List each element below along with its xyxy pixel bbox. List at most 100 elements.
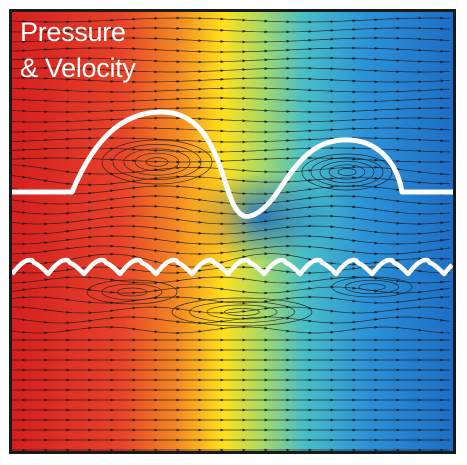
- velocity-arrow: [264, 219, 269, 223]
- velocity-arrow: [308, 348, 313, 352]
- velocity-arrow: [44, 296, 49, 299]
- velocity-arrow: [308, 378, 313, 382]
- velocity-arrow: [198, 297, 203, 301]
- velocity-arrow: [44, 438, 49, 442]
- velocity-arrow: [132, 36, 137, 40]
- velocity-arrow: [264, 170, 269, 174]
- velocity-arrow: [308, 88, 313, 92]
- velocity-arrow: [308, 448, 313, 451]
- vortex-ring: [123, 148, 191, 176]
- velocity-arrow: [198, 150, 203, 154]
- velocity-arrow: [66, 268, 71, 272]
- velocity-arrow: [110, 398, 115, 402]
- velocity-arrow: [308, 234, 313, 238]
- velocity-arrow: [352, 127, 357, 131]
- vortex-ring: [189, 301, 295, 323]
- velocity-arrow: [110, 90, 115, 94]
- velocity-arrow: [440, 378, 445, 382]
- velocity-arrow: [374, 230, 379, 234]
- velocity-arrow: [220, 60, 225, 64]
- velocity-arrow: [286, 418, 291, 422]
- velocity-arrow: [22, 200, 27, 203]
- velocity-arrow: [110, 428, 115, 432]
- velocity-arrow: [330, 236, 335, 240]
- velocity-arrow: [308, 77, 313, 81]
- velocity-arrow: [22, 428, 27, 432]
- velocity-arrow: [198, 388, 203, 392]
- velocity-arrow: [374, 261, 379, 264]
- velocity-arrow: [198, 209, 203, 213]
- velocity-arrow: [418, 269, 423, 273]
- velocity-arrow: [220, 348, 225, 352]
- velocity-arrow: [374, 368, 379, 372]
- velocity-arrow: [22, 40, 27, 44]
- velocity-arrow: [176, 251, 181, 255]
- velocity-arrow: [352, 90, 357, 94]
- velocity-arrow: [220, 28, 225, 32]
- velocity-arrow: [176, 116, 181, 120]
- velocity-arrow: [132, 235, 137, 239]
- velocity-arrow: [44, 129, 49, 133]
- velocity-arrow: [22, 408, 27, 412]
- velocity-arrow: [418, 348, 423, 352]
- velocity-arrow: [66, 47, 71, 50]
- velocity-arrow: [22, 120, 27, 124]
- vortex-ring: [86, 279, 178, 305]
- velocity-arrow: [242, 222, 247, 225]
- velocity-arrow: [418, 328, 423, 332]
- velocity-arrow: [396, 408, 401, 412]
- velocity-arrow: [154, 194, 159, 198]
- velocity-arrow: [440, 295, 445, 299]
- velocity-arrow: [264, 408, 269, 412]
- velocity-arrow: [242, 192, 247, 195]
- velocity-arrow: [22, 130, 27, 134]
- velocity-arrow: [242, 68, 247, 71]
- velocity-arrow: [242, 18, 247, 22]
- velocity-arrow: [352, 388, 357, 392]
- velocity-arrow: [374, 408, 379, 412]
- velocity-arrow: [176, 358, 181, 362]
- velocity-arrow: [22, 448, 27, 451]
- velocity-arrow: [220, 251, 225, 255]
- velocity-arrow: [308, 110, 313, 114]
- velocity-arrow: [308, 169, 313, 172]
- velocity-arrow: [176, 286, 181, 290]
- velocity-arrow: [132, 327, 137, 331]
- velocity-arrow: [396, 47, 401, 51]
- velocity-arrow: [44, 368, 49, 372]
- velocity-arrow: [264, 280, 269, 284]
- velocity-arrow: [440, 257, 445, 261]
- velocity-arrow: [352, 438, 357, 442]
- velocity-arrow: [198, 408, 203, 412]
- velocity-arrow: [154, 98, 159, 102]
- velocity-arrow: [264, 438, 269, 442]
- velocity-arrow: [22, 418, 27, 422]
- velocity-arrow: [176, 88, 181, 92]
- velocity-arrow: [176, 70, 181, 74]
- velocity-arrow: [110, 215, 115, 219]
- velocity-arrow: [44, 120, 49, 124]
- velocity-arrow: [220, 77, 225, 81]
- velocity-arrow: [110, 197, 115, 201]
- velocity-arrow: [154, 116, 159, 120]
- velocity-arrow: [220, 201, 225, 204]
- velocity-arrow: [374, 166, 379, 169]
- velocity-arrow: [374, 448, 379, 451]
- velocity-arrow: [352, 79, 357, 83]
- velocity-arrow: [66, 276, 71, 279]
- velocity-arrow: [308, 295, 313, 299]
- velocity-arrow: [330, 338, 335, 342]
- velocity-arrow: [352, 358, 357, 362]
- velocity-arrow: [154, 249, 159, 253]
- velocity-arrow: [330, 185, 335, 189]
- velocity-arrow: [374, 27, 379, 30]
- velocity-arrow: [154, 398, 159, 402]
- velocity-arrow: [374, 241, 379, 245]
- velocity-arrow: [440, 280, 445, 284]
- velocity-arrow: [176, 388, 181, 392]
- velocity-arrow: [374, 58, 379, 61]
- velocity-arrow: [132, 126, 137, 130]
- velocity-arrow: [242, 108, 247, 111]
- velocity-arrow: [198, 398, 203, 402]
- velocity-arrow: [220, 107, 225, 110]
